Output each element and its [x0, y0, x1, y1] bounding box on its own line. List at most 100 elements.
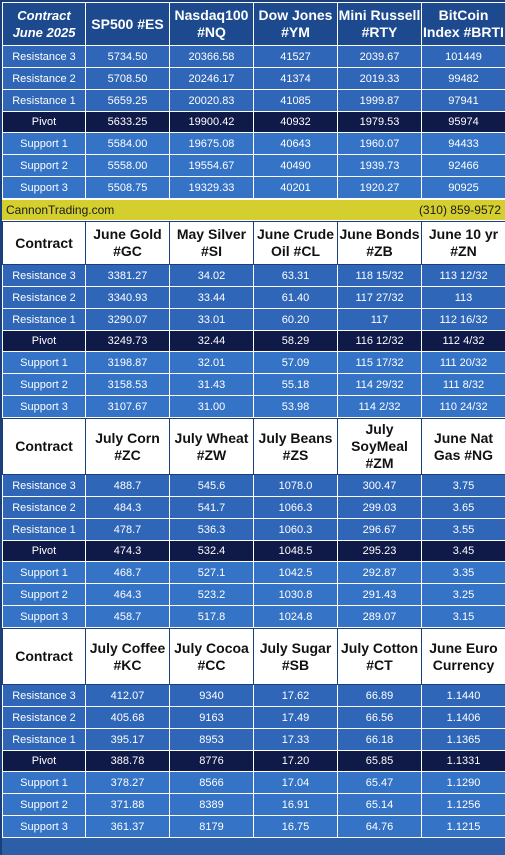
banner: CannonTrading.com (310) 859-9572 — [2, 199, 505, 221]
table-row: Resistance 3 5734.50 20366.58 41527 2039.67 1… — [2, 45, 505, 68]
table-row: Support 3 5508.75 19329.33 40201 1920.27 9092… — [2, 176, 505, 199]
row-label: Support 3 — [2, 176, 86, 199]
table-cell: 19329.33 — [169, 176, 254, 199]
table-cell: 57.09 — [253, 351, 338, 374]
section-3-table: Contract July Corn #ZC July Wheat #ZW Ju… — [2, 418, 505, 628]
table-cell: 1979.53 — [337, 111, 422, 133]
row-label: Resistance 1 — [2, 89, 86, 112]
table-row: Pivot 3249.73 32.44 58.29 116 12/32 112 4/32 — [2, 330, 505, 352]
table-cell: 17.04 — [253, 771, 338, 794]
table-cell: 101449 — [421, 45, 505, 68]
table-cell: 9163 — [169, 706, 254, 729]
table-cell: 16.91 — [253, 793, 338, 816]
table-cell: 53.98 — [253, 395, 338, 418]
row-label: Pivot — [2, 540, 86, 562]
table-cell: 1.1256 — [421, 793, 505, 816]
table-row: Resistance 1 3290.07 33.01 60.20 117 112 16/3… — [2, 308, 505, 331]
table-cell: 111 8/32 — [421, 373, 505, 396]
table-cell: 112 16/32 — [421, 308, 505, 331]
row-label: Support 2 — [2, 793, 86, 816]
table-row: Resistance 3 412.07 9340 17.62 66.89 1.1440 — [2, 684, 505, 707]
table-cell: 488.7 — [85, 474, 170, 497]
table-cell: 20020.83 — [169, 89, 254, 112]
section-2-header: Contract June Gold #GC May Silver #SI Ju… — [2, 221, 505, 265]
column-header: June Crude Oil #CL — [253, 221, 338, 265]
row-label: Resistance 3 — [2, 264, 86, 287]
table-cell: 292.87 — [337, 561, 422, 584]
table-cell: 5508.75 — [85, 176, 170, 199]
column-header: July Beans #ZS — [253, 418, 338, 475]
table-cell: 31.43 — [169, 373, 254, 396]
table-cell: 3.65 — [421, 496, 505, 519]
table-row: Resistance 3 488.7 545.6 1078.0 300.47 3.75 — [2, 474, 505, 497]
table-cell: 2019.33 — [337, 67, 422, 90]
table-cell: 112 4/32 — [421, 330, 505, 352]
table-cell: 3.25 — [421, 583, 505, 606]
table-cell: 1.1406 — [421, 706, 505, 729]
table-cell: 34.02 — [169, 264, 254, 287]
table-row: Support 3 458.7 517.8 1024.8 289.07 3.15 — [2, 605, 505, 628]
table-row: Support 2 3158.53 31.43 55.18 114 29/32 111 8… — [2, 373, 505, 396]
column-header: BitCoin Index #BRTI — [421, 2, 505, 46]
table-cell: 65.14 — [337, 793, 422, 816]
table-cell: 60.20 — [253, 308, 338, 331]
row-label: Support 1 — [2, 351, 86, 374]
row-label: Support 1 — [2, 132, 86, 155]
table-cell: 17.62 — [253, 684, 338, 707]
table-cell: 300.47 — [337, 474, 422, 497]
table-cell: 517.8 — [169, 605, 254, 628]
table-cell: 289.07 — [337, 605, 422, 628]
table-cell: 5558.00 — [85, 154, 170, 177]
table-row: Resistance 1 478.7 536.3 1060.3 296.67 3.55 — [2, 518, 505, 541]
table-cell: 8953 — [169, 728, 254, 751]
table-cell: 116 12/32 — [337, 330, 422, 352]
table-cell: 1.1215 — [421, 815, 505, 838]
table-cell: 458.7 — [85, 605, 170, 628]
table-cell: 1030.8 — [253, 583, 338, 606]
table-cell: 8566 — [169, 771, 254, 794]
table-cell: 3249.73 — [85, 330, 170, 352]
column-header: Nasdaq100 #NQ — [169, 2, 254, 46]
table-cell: 541.7 — [169, 496, 254, 519]
table-cell: 5633.25 — [85, 111, 170, 133]
column-header: July Coffee #KC — [85, 628, 170, 685]
table-cell: 118 15/32 — [337, 264, 422, 287]
table-cell: 3.75 — [421, 474, 505, 497]
table-cell: 1060.3 — [253, 518, 338, 541]
row-label: Resistance 1 — [2, 728, 86, 751]
table-row: Resistance 3 3381.27 34.02 63.31 118 15/32 11… — [2, 264, 505, 287]
table-row: Resistance 2 3340.93 33.44 61.40 117 27/32 11… — [2, 286, 505, 309]
contract-header: Contract June 2025 — [2, 2, 86, 46]
table-cell: 65.85 — [337, 750, 422, 772]
table-cell: 1920.27 — [337, 176, 422, 199]
column-header: May Silver #SI — [169, 221, 254, 265]
table-cell: 65.47 — [337, 771, 422, 794]
table-cell: 113 12/32 — [421, 264, 505, 287]
table-cell: 8776 — [169, 750, 254, 772]
table-cell: 3.55 — [421, 518, 505, 541]
table-cell: 97941 — [421, 89, 505, 112]
contract-header: Contract — [2, 628, 86, 685]
section-4-header: Contract July Coffee #KC July Cocoa #CC … — [2, 628, 505, 685]
column-header: July Wheat #ZW — [169, 418, 254, 475]
row-label: Resistance 3 — [2, 45, 86, 68]
table-cell: 111 20/32 — [421, 351, 505, 374]
column-header: July Cotton #CT — [337, 628, 422, 685]
table-cell: 371.88 — [85, 793, 170, 816]
row-label: Resistance 3 — [2, 474, 86, 497]
column-header: June Bonds #ZB — [337, 221, 422, 265]
table-cell: 99482 — [421, 67, 505, 90]
column-header: June Euro Currency — [421, 628, 505, 685]
table-row: Support 3 361.37 8179 16.75 64.76 1.1215 — [2, 815, 505, 838]
row-label: Pivot — [2, 330, 86, 352]
table-cell: 1.1290 — [421, 771, 505, 794]
table-cell: 17.20 — [253, 750, 338, 772]
column-header: Dow Jones #YM — [253, 2, 338, 46]
table-cell: 117 27/32 — [337, 286, 422, 309]
phone-number: (310) 859-9572 — [418, 203, 501, 217]
table-cell: 291.43 — [337, 583, 422, 606]
site-link[interactable]: CannonTrading.com — [6, 203, 115, 217]
row-label: Support 1 — [2, 771, 86, 794]
table-cell: 55.18 — [253, 373, 338, 396]
